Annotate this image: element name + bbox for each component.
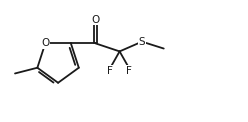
Text: O: O: [92, 15, 100, 25]
Text: F: F: [126, 66, 132, 76]
Text: O: O: [41, 38, 49, 48]
Text: S: S: [139, 37, 145, 47]
Text: F: F: [107, 66, 113, 76]
